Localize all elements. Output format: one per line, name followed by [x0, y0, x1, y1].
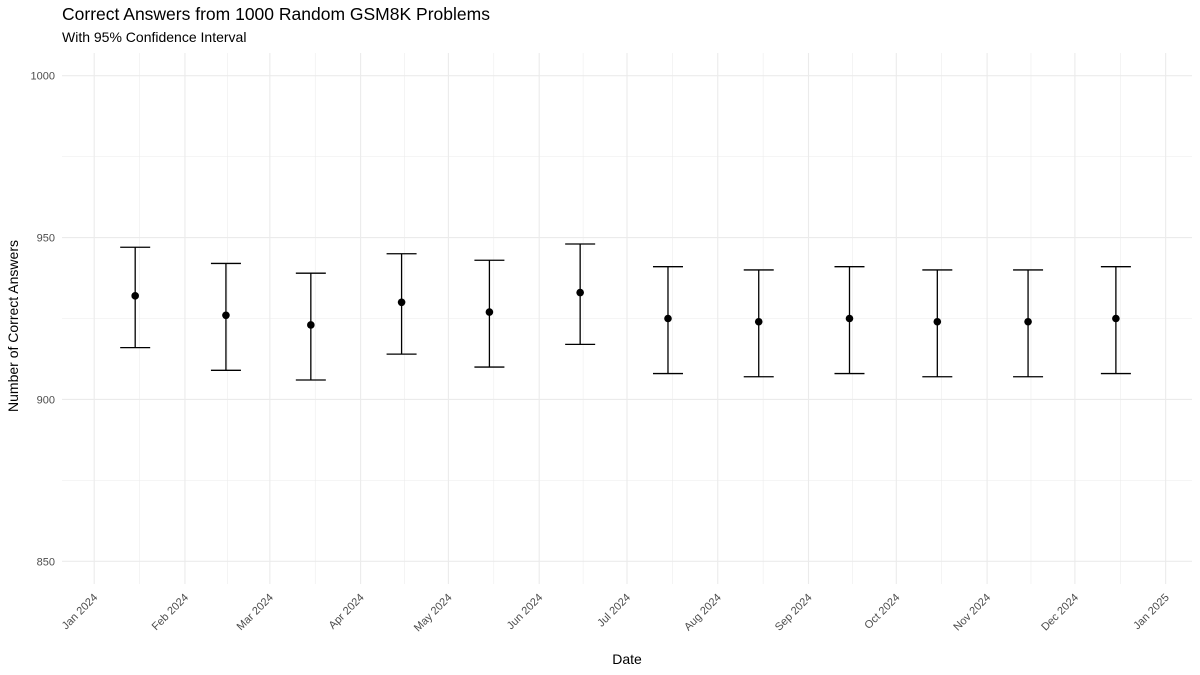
error-bar-group: [743, 269, 774, 378]
x-axis-title: Date: [612, 651, 642, 667]
data-point: [1112, 314, 1120, 323]
chart-subtitle: With 95% Confidence Interval: [62, 29, 247, 45]
error-bar-group: [922, 269, 953, 378]
data-point: [664, 314, 672, 323]
x-tick-label: Jun 2024: [505, 592, 545, 632]
x-tick-label: Aug 2024: [682, 592, 724, 634]
data-point: [222, 311, 230, 320]
x-tick-label: Jan 2025: [1131, 592, 1171, 632]
error-bar-group: [295, 272, 326, 381]
x-tick-label: Feb 2024: [150, 592, 191, 633]
y-tick-label: 900: [37, 394, 55, 406]
error-bar-group: [1100, 266, 1131, 375]
data-point: [131, 292, 139, 300]
y-tick-label: 1000: [31, 71, 55, 83]
y-tick-label: 950: [37, 233, 55, 245]
x-tick-label: May 2024: [412, 592, 455, 635]
chart-title: Correct Answers from 1000 Random GSM8K P…: [62, 4, 490, 24]
error-bar-group: [652, 266, 683, 375]
error-bar-group: [1013, 269, 1044, 378]
x-tick-label: Oct 2024: [862, 592, 902, 632]
y-axis-title: Number of Correct Answers: [5, 240, 21, 412]
error-bar-group: [386, 253, 417, 355]
x-tick-label: Jan 2024: [60, 592, 100, 632]
error-bar-group: [565, 243, 596, 346]
y-tick-label: 850: [37, 556, 55, 568]
error-bar-group: [120, 246, 151, 349]
x-tick-label: Nov 2024: [951, 592, 993, 634]
x-tick-label: Sep 2024: [773, 592, 815, 634]
data-point: [933, 317, 942, 326]
error-bar-group: [210, 262, 241, 371]
x-tick-label: Dec 2024: [1039, 592, 1081, 634]
x-tick-label: Jul 2024: [595, 592, 633, 630]
x-tick-label: Apr 2024: [327, 592, 367, 632]
error-bar-group: [834, 266, 865, 375]
data-point: [754, 317, 763, 326]
x-tick-label: Mar 2024: [235, 592, 276, 633]
data-point: [845, 314, 854, 323]
data-point: [576, 288, 584, 297]
data-point: [307, 321, 315, 329]
data-point: [485, 308, 494, 316]
data-point: [1024, 317, 1032, 326]
data-point: [397, 298, 406, 307]
error-bar-group: [474, 259, 505, 368]
